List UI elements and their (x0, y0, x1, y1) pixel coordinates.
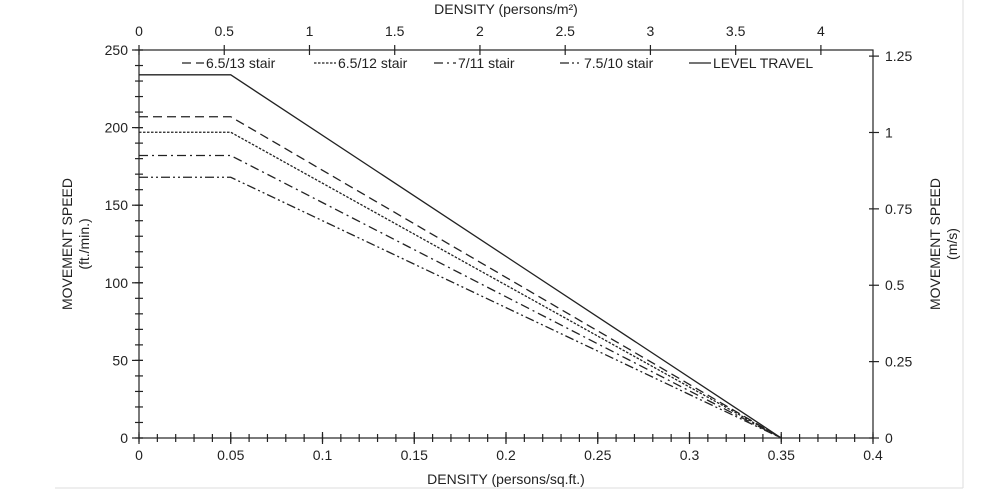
series-line-level-travel (139, 74, 782, 439)
x2-tick-label: 1 (306, 23, 314, 39)
y2-tick-label: 0.75 (885, 201, 912, 217)
x-tick-label: 0.2 (496, 447, 516, 463)
series-line-7-11-stair (139, 154, 782, 439)
x-axis-label: DENSITY (persons/sq.ft.) (427, 471, 585, 487)
y2-tick-label: 0.25 (885, 354, 912, 370)
x2-tick-label: 1.5 (385, 23, 405, 39)
legend-label: 6.5/13 stair (206, 55, 276, 71)
x-tick-label: 0.35 (768, 447, 795, 463)
x2-tick-label: 3.5 (726, 23, 746, 39)
y2-tick-label: 0.5 (885, 277, 905, 293)
x-tick-label: 0.05 (217, 447, 244, 463)
y-tick-label: 150 (105, 197, 129, 213)
x-tick-label: 0 (135, 447, 143, 463)
x2-tick-label: 2.5 (555, 23, 575, 39)
y-tick-label: 100 (105, 275, 129, 291)
x-tick-label: 0.25 (584, 447, 611, 463)
y-tick-label: 200 (105, 120, 129, 136)
x-tick-label: 0.15 (401, 447, 428, 463)
legend: 6.5/13 stair 6.5/12 stair 7/11 stair 7.5/10… (182, 55, 813, 71)
y-tick-label: 0 (120, 430, 128, 446)
legend-label: 6.5/12 stair (338, 55, 408, 71)
plot-frame (138, 49, 874, 439)
y2-tick-label: 1 (885, 124, 893, 140)
y2-tick-label: 0 (885, 430, 893, 446)
series-line-6-5-13-stair (139, 116, 782, 439)
series-lines (139, 74, 782, 439)
x2-tick-label: 0 (135, 23, 143, 39)
axes: 0 0.05 0.1 0.15 0.2 0.25 0.3 0.35 0.40 0.5 1 1.5 2 2.… (105, 23, 913, 463)
legend-label: 7/11 stair (458, 55, 515, 71)
x2-axis-label: DENSITY (persons/m²) (434, 1, 578, 17)
y-axis-unit: (ft./min.) (76, 218, 92, 269)
x2-tick-label: 2 (476, 23, 484, 39)
y-axis-label: MOVEMENT SPEED (59, 178, 75, 310)
x-tick-label: 0.1 (313, 447, 333, 463)
legend-label: LEVEL TRAVEL (713, 55, 813, 71)
x-tick-label: 0.3 (680, 447, 700, 463)
x-tick-label: 0.4 (863, 447, 883, 463)
x2-tick-label: 3 (647, 23, 655, 39)
y2-tick-label: 1.25 (885, 48, 912, 64)
y2-axis-unit: (m/s) (944, 228, 960, 260)
series-line-7-5-10-stair (139, 176, 782, 439)
y-tick-label: 50 (112, 352, 128, 368)
legend-label: 7.5/10 stair (584, 55, 654, 71)
y2-axis-label: MOVEMENT SPEED (927, 178, 943, 310)
y-tick-label: 250 (105, 42, 129, 58)
x2-tick-label: 0.5 (215, 23, 235, 39)
x2-tick-label: 4 (817, 23, 825, 39)
